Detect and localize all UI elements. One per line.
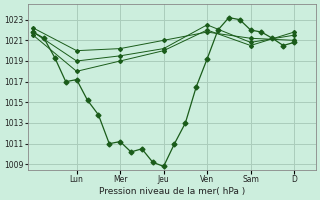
X-axis label: Pression niveau de la mer( hPa ): Pression niveau de la mer( hPa ) bbox=[99, 187, 245, 196]
